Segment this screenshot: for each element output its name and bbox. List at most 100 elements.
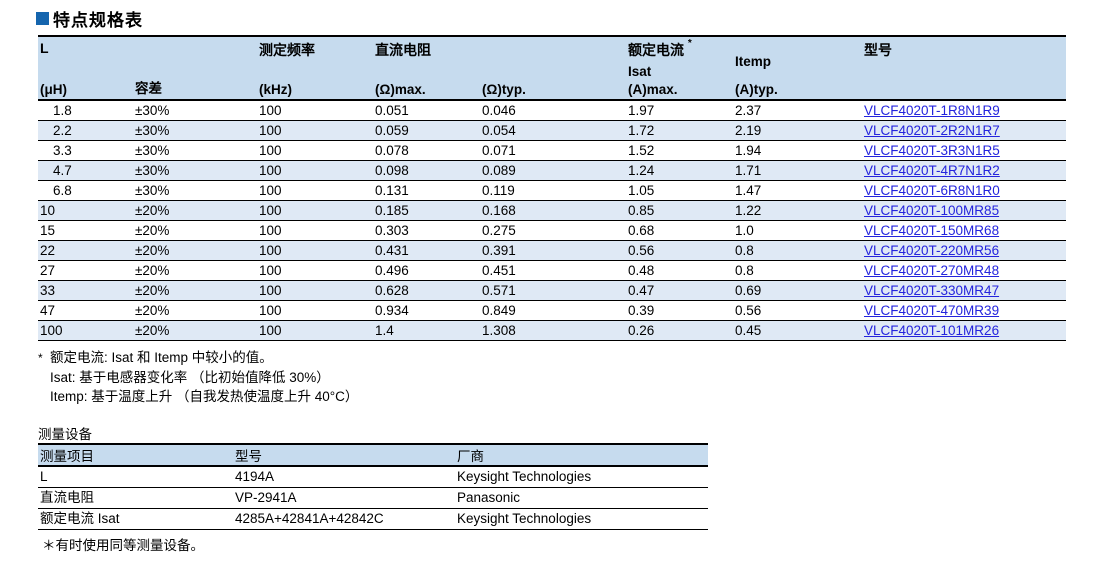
spec-cell: 2.2 (38, 120, 133, 141)
header-tolerance: 容差 (135, 81, 162, 96)
spec-cell: 0.303 (373, 220, 480, 241)
spec-cell: 0.131 (373, 180, 480, 201)
equipment-table-row: L 4194A Keysight Technologies (38, 466, 708, 488)
spec-cell: 100 (257, 320, 373, 341)
part-number-link[interactable]: VLCF4020T-6R8N1R0 (864, 183, 1000, 198)
spec-cell: 1.22 (733, 200, 862, 221)
spec-cell: ±30% (133, 100, 257, 121)
spec-cell: 0.39 (626, 300, 733, 321)
part-number-link[interactable]: VLCF4020T-330MR47 (864, 283, 1000, 298)
spec-cell: 100 (257, 280, 373, 301)
spec-cell: 0.078 (373, 140, 480, 161)
header-isat: Isat (628, 63, 652, 79)
spec-cell: 0.185 (373, 200, 480, 221)
spec-cell: 2.19 (733, 120, 862, 141)
spec-cell-partnumber: VLCF4020T-101MR26 (862, 320, 1066, 341)
spec-table-row: 27 ±20% 100 0.496 0.451 0.48 0.8 VLCF4020T-270M… (38, 260, 1066, 281)
spec-cell: ±30% (133, 180, 257, 201)
equipment-note: ＊有时使用同等测量设备。 (42, 538, 204, 553)
part-number-link[interactable]: VLCF4020T-101MR26 (864, 323, 1000, 338)
spec-cell-partnumber: VLCF4020T-4R7N1R2 (862, 160, 1066, 181)
page-title: 特点规格表 (53, 11, 143, 30)
equipment-cell: 额定电流 Isat (38, 508, 233, 530)
header-rated-current: 额定电流 (628, 42, 684, 58)
part-number-link[interactable]: VLCF4020T-150MR68 (864, 223, 1000, 238)
spec-cell: 0.391 (480, 240, 626, 261)
spec-table-row: 1.8 ±30% 100 0.051 0.046 1.97 2.37 VLCF4020T-1R… (38, 100, 1066, 121)
spec-col-header-frequency: 测定频率 (kHz) (257, 36, 373, 101)
spec-cell: 100 (257, 300, 373, 321)
spec-cell: 0.571 (480, 280, 626, 301)
spec-cell: 1.05 (626, 180, 733, 201)
spec-cell: 0.934 (373, 300, 480, 321)
spec-table-row: 33 ±20% 100 0.628 0.571 0.47 0.69 VLCF4020T-330… (38, 280, 1066, 301)
spec-cell: 6.8 (38, 180, 133, 201)
equipment-cell: Panasonic (455, 487, 708, 509)
spec-cell-partnumber: VLCF4020T-150MR68 (862, 220, 1066, 241)
footnote-line3: Itemp: 基于温度上升 （自我发热使温度上升 40°C） (50, 389, 359, 404)
spec-cell: 0.628 (373, 280, 480, 301)
equipment-table-body: L 4194A Keysight Technologies 直流电阻 VP-2941A P… (38, 466, 708, 530)
equipment-cell: L (38, 466, 233, 488)
spec-cell: ±20% (133, 240, 257, 261)
spec-cell: 0.56 (626, 240, 733, 261)
spec-cell: 4.7 (38, 160, 133, 181)
spec-cell: ±20% (133, 300, 257, 321)
equipment-cell: Keysight Technologies (455, 508, 708, 530)
spec-cell: ±20% (133, 200, 257, 221)
spec-cell: 1.71 (733, 160, 862, 181)
spec-cell: 0.48 (626, 260, 733, 281)
part-number-link[interactable]: VLCF4020T-220MR56 (864, 243, 1000, 258)
spec-cell: 100 (257, 220, 373, 241)
equipment-table-row: 额定电流 Isat 4285A+42841A+42842C Keysight Tec… (38, 508, 708, 530)
spec-cell: 0.275 (480, 220, 626, 241)
footnote-line2: Isat: 基于电感器变化率 （比初始值降低 30%） (50, 370, 330, 385)
equipment-cell: Keysight Technologies (455, 466, 708, 488)
spec-table-row: 100 ±20% 100 1.4 1.308 0.26 0.45 VLCF4020T-101M… (38, 320, 1066, 341)
spec-cell: 0.059 (373, 120, 480, 141)
spec-cell-partnumber: VLCF4020T-330MR47 (862, 280, 1066, 301)
spec-cell: 22 (38, 240, 133, 261)
header-partnumber: 型号 (864, 42, 892, 58)
spec-cell: 1.97 (626, 100, 733, 121)
spec-cell: 2.37 (733, 100, 862, 121)
spec-cell: ±30% (133, 160, 257, 181)
spec-cell: 100 (257, 200, 373, 221)
spec-table: L (μH) 容差 测定频率 (kHz) (38, 35, 1066, 341)
spec-cell-partnumber: VLCF4020T-220MR56 (862, 240, 1066, 261)
part-number-link[interactable]: VLCF4020T-270MR48 (864, 263, 1000, 278)
spec-cell-partnumber: VLCF4020T-6R8N1R0 (862, 180, 1066, 201)
spec-cell: 47 (38, 300, 133, 321)
part-number-link[interactable]: VLCF4020T-100MR85 (864, 203, 1000, 218)
header-frequency: 测定频率 (259, 42, 315, 58)
spec-cell-partnumber: VLCF4020T-3R3N1R5 (862, 140, 1066, 161)
spec-cell: 1.4 (373, 320, 480, 341)
spec-cell: ±20% (133, 260, 257, 281)
spec-cell: 0.051 (373, 100, 480, 121)
header-l: L (40, 40, 49, 56)
spec-cell: 0.849 (480, 300, 626, 321)
spec-cell: 0.451 (480, 260, 626, 281)
part-number-link[interactable]: VLCF4020T-1R8N1R9 (864, 103, 1000, 118)
part-number-link[interactable]: VLCF4020T-2R2N1R7 (864, 123, 1000, 138)
title-square-icon (36, 12, 49, 25)
spec-footnotes: * 额定电流: Isat 和 Itemp 中较小的值。 Isat: 基于电感器变… (38, 348, 358, 406)
spec-table-row: 15 ±20% 100 0.303 0.275 0.68 1.0 VLCF4020T-150M… (38, 220, 1066, 241)
spec-cell: 0.68 (626, 220, 733, 241)
spec-cell: 1.24 (626, 160, 733, 181)
spec-cell: 0.431 (373, 240, 480, 261)
spec-cell: 100 (257, 120, 373, 141)
spec-cell-partnumber: VLCF4020T-270MR48 (862, 260, 1066, 281)
part-number-link[interactable]: VLCF4020T-3R3N1R5 (864, 143, 1000, 158)
spec-col-header-l: L (μH) (38, 36, 133, 101)
spec-table-row: 2.2 ±30% 100 0.059 0.054 1.72 2.19 VLCF4020T-2R… (38, 120, 1066, 141)
part-number-link[interactable]: VLCF4020T-470MR39 (864, 303, 1000, 318)
part-number-link[interactable]: VLCF4020T-4R7N1R2 (864, 163, 1000, 178)
equipment-table: 测量项目 型号 厂商 L 4194A Keysight Technologies 直流… (38, 443, 708, 530)
spec-table-body: 1.8 ±30% 100 0.051 0.046 1.97 2.37 VLCF4020T-1R… (38, 100, 1066, 341)
equipment-cell: 4285A+42841A+42842C (233, 508, 455, 530)
equip-col-header-manufacturer: 厂商 (455, 444, 708, 467)
equip-col-header-item: 测量项目 (38, 444, 233, 467)
spec-table-row: 6.8 ±30% 100 0.131 0.119 1.05 1.47 VLCF4020T-6R… (38, 180, 1066, 201)
equipment-heading: 测量设备 (38, 427, 92, 442)
